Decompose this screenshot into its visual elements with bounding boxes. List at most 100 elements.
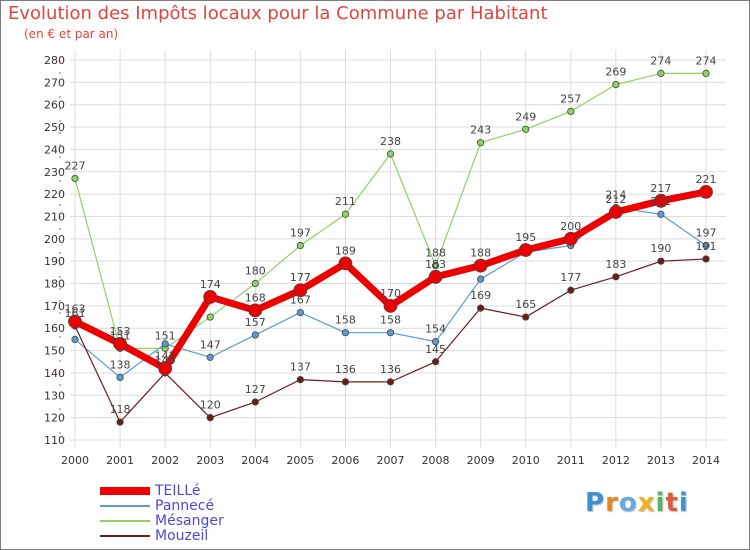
x-tick-label: 2004 — [241, 454, 269, 467]
data-label: 137 — [290, 361, 311, 374]
data-point — [431, 262, 440, 270]
x-tick-label: 2005 — [286, 454, 314, 467]
x-tick-label: 2014 — [692, 454, 720, 467]
data-label: 154 — [425, 323, 446, 336]
data-label: 274 — [696, 54, 717, 67]
data-label: 163 — [65, 303, 86, 316]
data-point — [522, 313, 530, 321]
x-tick-label: 2001 — [106, 454, 134, 467]
y-tick-label: 270 — [44, 76, 65, 89]
data-label: 183 — [425, 258, 446, 271]
data-point — [206, 414, 214, 422]
data-point — [477, 139, 485, 147]
legend-label: Mouzeil — [155, 528, 209, 544]
data-point — [113, 336, 127, 351]
x-tick-label: 2003 — [196, 454, 224, 467]
data-label: 120 — [200, 399, 221, 412]
legend-item-mesanger: Mésanger — [100, 513, 300, 529]
legend-label: TEILLé — [155, 483, 201, 499]
y-tick-label: 200 — [44, 233, 65, 246]
data-label: 158 — [380, 314, 401, 327]
data-point — [116, 418, 124, 426]
x-tick-label: 2011 — [557, 454, 585, 467]
legend-label: Pannecé — [155, 498, 215, 514]
data-label: 221 — [696, 173, 717, 186]
data-label: 168 — [245, 291, 266, 304]
data-point — [563, 231, 578, 246]
data-point — [341, 378, 350, 386]
data-point — [338, 256, 353, 271]
data-label: 188 — [470, 247, 491, 260]
data-label: 190 — [650, 242, 671, 255]
data-point — [431, 358, 440, 366]
data-point — [383, 298, 398, 313]
data-point — [657, 210, 665, 218]
chart-title: Evolution des Impôts locaux pour la Comm… — [8, 3, 548, 24]
data-label: 169 — [470, 289, 491, 302]
data-point — [428, 269, 443, 284]
legend-swatch — [100, 505, 150, 507]
data-point — [612, 80, 620, 89]
data-label: 145 — [425, 343, 446, 356]
x-tick-label: 2006 — [331, 454, 359, 467]
y-tick-label: 250 — [44, 121, 65, 134]
data-label: 142 — [155, 349, 176, 362]
data-label: 249 — [515, 110, 536, 123]
data-label: 170 — [380, 287, 401, 300]
data-point — [206, 353, 214, 361]
data-label: 136 — [335, 363, 356, 376]
data-label: 195 — [515, 231, 536, 244]
data-point — [341, 210, 350, 218]
data-label: 197 — [696, 227, 717, 240]
data-point — [477, 304, 485, 312]
data-label: 177 — [290, 271, 311, 284]
data-point — [702, 241, 710, 250]
data-label: 257 — [560, 92, 581, 105]
data-point — [341, 329, 350, 337]
data-label: 214 — [605, 189, 626, 202]
data-label: 188 — [425, 247, 446, 260]
data-point — [116, 373, 124, 382]
data-point — [161, 340, 169, 348]
data-label: 174 — [200, 278, 221, 291]
y-tick-label: 130 — [44, 389, 65, 402]
legend-label: Mésanger — [155, 513, 224, 529]
data-label: 140 — [155, 354, 176, 367]
data-label: 274 — [650, 54, 671, 67]
data-point — [296, 376, 304, 384]
data-label: 211 — [335, 195, 356, 208]
data-point — [293, 283, 308, 298]
data-label: 177 — [560, 271, 581, 284]
data-label: 127 — [245, 383, 266, 396]
data-label: 138 — [110, 358, 131, 371]
data-point — [248, 303, 263, 318]
data-point — [518, 243, 533, 257]
data-point — [386, 329, 395, 337]
x-tick-label: 2009 — [467, 454, 495, 467]
x-tick-label: 2000 — [61, 454, 89, 467]
data-label: 189 — [335, 244, 356, 257]
x-tick-label: 2012 — [602, 454, 630, 467]
chart-subtitle: (en € et par an) — [24, 27, 119, 41]
data-point — [386, 378, 395, 386]
data-point — [477, 275, 485, 283]
legend-swatch — [100, 487, 150, 495]
data-label: 161 — [65, 307, 86, 320]
data-label: 157 — [245, 316, 266, 329]
data-point — [251, 279, 259, 288]
y-tick-label: 260 — [44, 99, 65, 112]
data-point — [702, 69, 710, 78]
y-tick-label: 160 — [44, 322, 65, 335]
data-label: 153 — [110, 325, 131, 338]
data-point — [567, 286, 575, 294]
data-label: 136 — [380, 363, 401, 376]
y-tick-label: 220 — [44, 188, 65, 201]
y-tick-label: 120 — [44, 412, 65, 425]
data-point — [567, 107, 575, 116]
x-tick-label: 2013 — [647, 454, 675, 467]
x-tick-label: 2010 — [512, 454, 540, 467]
data-point — [296, 308, 304, 317]
data-label: 211 — [650, 195, 671, 208]
